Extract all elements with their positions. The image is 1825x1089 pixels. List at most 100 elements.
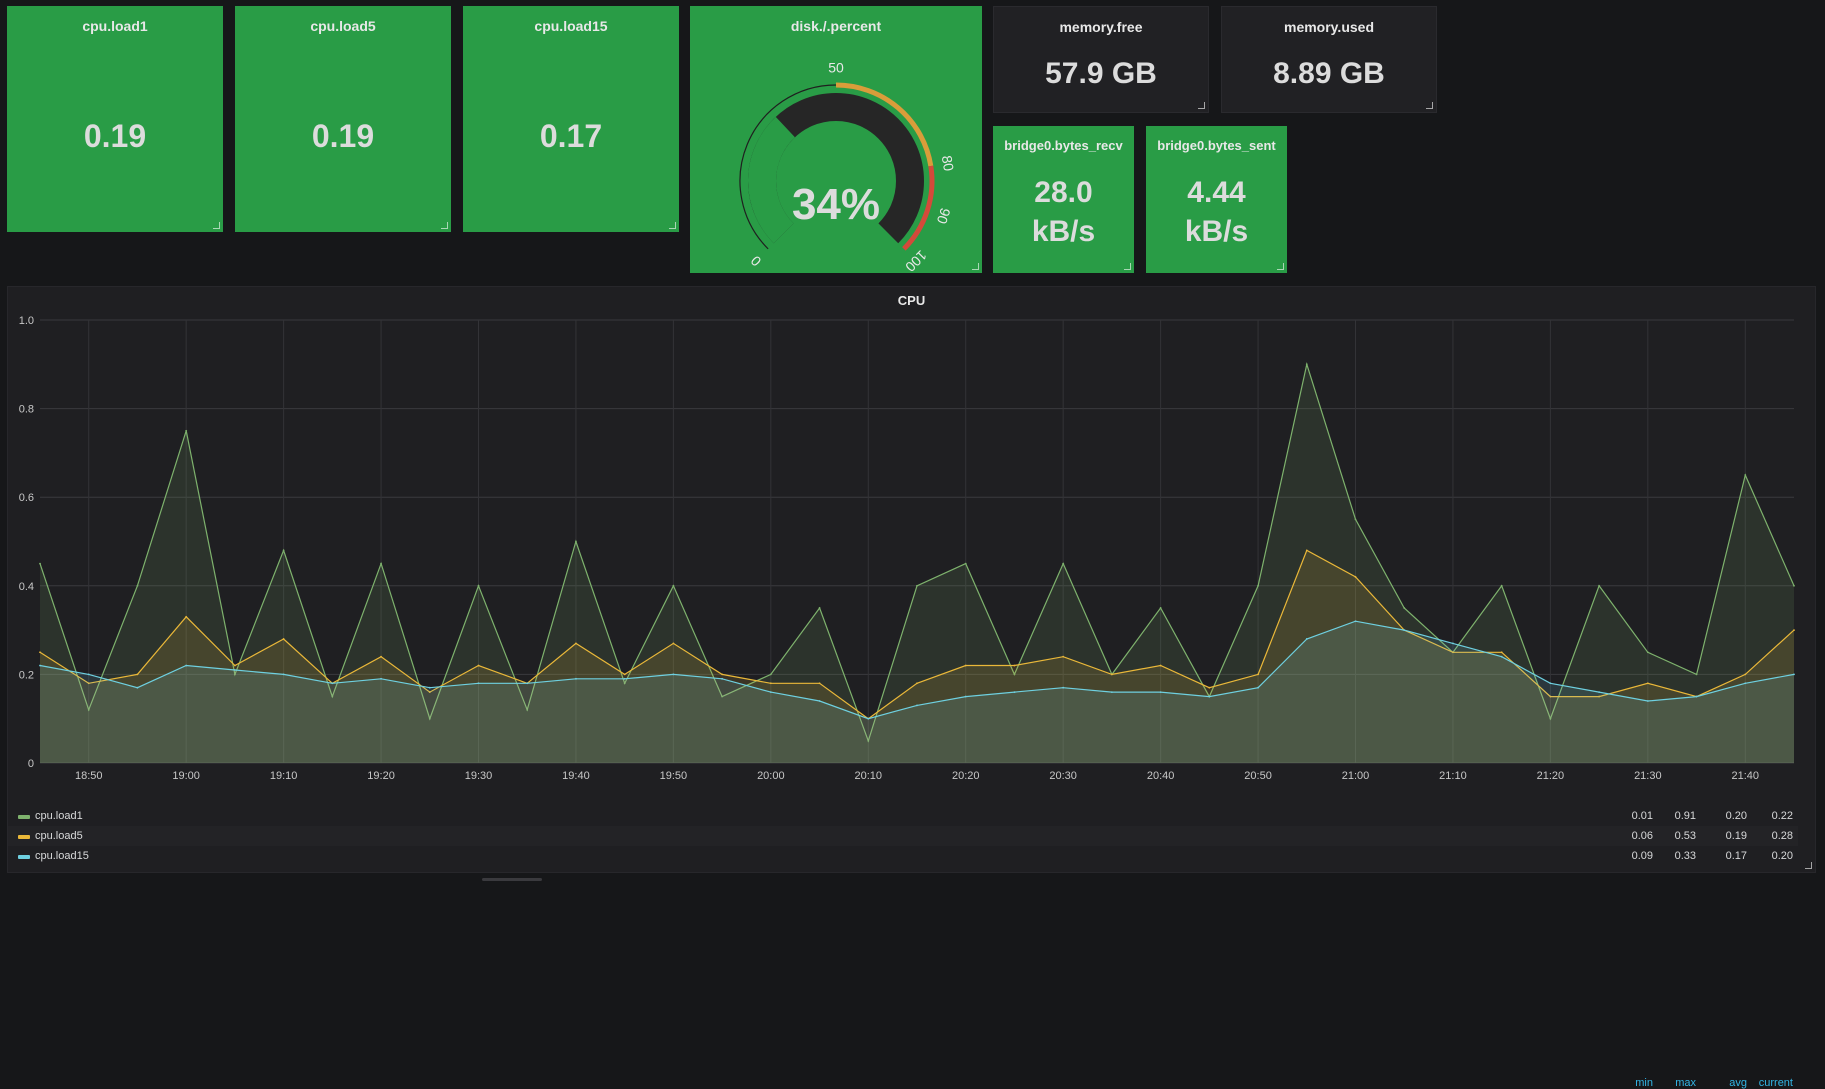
y-tick-label: 0.8 [19, 404, 34, 416]
y-tick-label: 0 [28, 758, 34, 770]
legend-item-cpu-load15[interactable]: cpu.load15 0.09 0.33 0.17 0.20 [8, 846, 1798, 866]
x-tick-label: 19:40 [562, 770, 590, 782]
stat-panel-memory-free[interactable]: memory.free 57.9 GB [993, 6, 1209, 113]
data-point-cpu-load15 [964, 695, 967, 698]
legend-header-max[interactable]: max [1675, 1077, 1696, 1089]
stat-panel-memory-used[interactable]: memory.used 8.89 GB [1221, 6, 1437, 113]
panel-title: cpu.load15 [534, 18, 608, 34]
legend-series-name[interactable]: cpu.load5 [35, 830, 83, 842]
data-point-cpu-load5 [623, 673, 626, 676]
data-point-cpu-load1 [233, 673, 236, 676]
cpu-chart[interactable]: 0 0.2 0.4 0.6 0.8 1.0 18:50 19:00 19:10 19:20 19:3… [8, 287, 1817, 787]
data-point-cpu-load15 [380, 677, 382, 680]
graph-panel-cpu[interactable]: CPU 0 0.2 0.4 0.6 0.8 1.0 18:50 19:00 19:10 19:20… [7, 286, 1817, 1089]
data-point-cpu-load5 [721, 673, 724, 676]
legend-avg: 0.17 [1725, 850, 1747, 862]
stat-panel-bridge-recv[interactable]: bridge0.bytes_recv 28.0 kB/s [993, 126, 1134, 273]
legend-item-cpu-load5[interactable]: cpu.load5 0.06 0.53 0.19 0.28 [8, 826, 1798, 846]
stat-value-unit: kB/s [1184, 215, 1249, 248]
data-point-cpu-load15 [282, 673, 285, 676]
legend-header-min[interactable]: min [1635, 1077, 1653, 1089]
data-point-cpu-load1 [1646, 651, 1649, 654]
resize-handle[interactable] [213, 222, 220, 229]
x-tick-label: 19:30 [465, 770, 493, 782]
y-tick-label: 0.2 [19, 669, 34, 681]
series-area-cpu-load1 [40, 364, 1794, 763]
x-tick-label: 20:40 [1147, 770, 1175, 782]
data-point-cpu-load1 [282, 549, 285, 552]
resize-handle[interactable] [1198, 102, 1205, 109]
stat-panel-cpu-load15[interactable]: cpu.load15 0.17 [463, 6, 679, 232]
data-point-cpu-load15 [185, 664, 188, 667]
stat-panel-bridge-sent[interactable]: bridge0.bytes_sent 4.44 kB/s [1146, 126, 1287, 273]
gauge-tick-label: 100 [902, 247, 930, 273]
data-point-cpu-load5 [1549, 695, 1552, 698]
data-point-cpu-load1 [1500, 584, 1503, 587]
y-tick-label: 0.4 [19, 581, 34, 593]
data-point-cpu-load5 [477, 664, 480, 667]
data-point-cpu-load15 [769, 691, 772, 694]
data-point-cpu-load15 [1159, 691, 1162, 694]
data-point-cpu-load1 [1403, 607, 1406, 609]
data-point-cpu-load5 [1257, 673, 1259, 676]
stat-value: 8.89 GB [1273, 57, 1385, 90]
data-point-cpu-load15 [575, 677, 577, 680]
data-point-cpu-load1 [1013, 673, 1016, 676]
data-point-cpu-load1 [477, 584, 480, 587]
resize-handle[interactable] [1805, 862, 1812, 869]
x-tick-label: 19:10 [270, 770, 298, 782]
resize-handle[interactable] [972, 263, 979, 270]
data-point-cpu-load1 [769, 673, 772, 676]
stat-panel-cpu-load5[interactable]: cpu.load5 0.19 [235, 6, 451, 232]
data-point-cpu-load15 [672, 673, 675, 676]
data-point-cpu-load15 [1354, 620, 1357, 623]
stat-value: 0.19 [83, 118, 147, 154]
data-point-cpu-load5 [1013, 664, 1016, 667]
resize-handle[interactable] [669, 222, 676, 229]
data-point-cpu-load5 [964, 664, 967, 667]
data-point-cpu-load5 [1744, 673, 1747, 676]
data-point-cpu-load15 [1013, 691, 1016, 694]
data-point-cpu-load5 [233, 664, 236, 667]
data-point-cpu-load1 [380, 562, 382, 565]
data-point-cpu-load5 [1354, 576, 1357, 578]
legend-series-name[interactable]: cpu.load15 [35, 850, 89, 862]
legend-swatch [18, 835, 30, 839]
data-point-cpu-load15 [1305, 638, 1308, 640]
legend-max: 0.33 [1674, 850, 1696, 862]
x-tick-label: 21:30 [1634, 770, 1662, 782]
data-point-cpu-load15 [233, 669, 236, 671]
gauge-tick-label: 80 [939, 154, 957, 172]
data-point-cpu-load5 [769, 682, 772, 685]
data-point-cpu-load5 [1793, 629, 1795, 631]
stat-value-number: 28.0 [1034, 176, 1093, 209]
legend-swatch [18, 815, 30, 819]
legend-item-cpu-load1[interactable]: cpu.load1 0.01 0.91 0.20 0.22 [8, 806, 1798, 826]
legend-series-name[interactable]: cpu.load1 [35, 810, 83, 822]
resize-handle[interactable] [1426, 102, 1433, 109]
data-point-cpu-load15 [916, 704, 918, 707]
page-scrollbar[interactable] [482, 878, 542, 881]
gauge-value: 34% [791, 180, 881, 229]
resize-handle[interactable] [1124, 263, 1131, 270]
data-point-cpu-load1 [1062, 562, 1065, 565]
panel-title: cpu.load5 [310, 18, 376, 34]
legend-current: 0.20 [1771, 850, 1793, 862]
data-point-cpu-load5 [1208, 686, 1211, 689]
stat-panel-cpu-load1[interactable]: cpu.load1 0.19 [7, 6, 223, 232]
x-tick-label: 21:10 [1439, 770, 1467, 782]
legend-header-current[interactable]: current [1758, 1077, 1793, 1089]
gauge-panel-disk-percent[interactable]: disk./.percent 0 50 80 90 100 34% [690, 6, 982, 273]
panel-title: bridge0.bytes_recv [1004, 138, 1123, 153]
resize-handle[interactable] [1277, 263, 1284, 270]
legend-header-avg[interactable]: avg [1729, 1077, 1747, 1089]
data-point-cpu-load5 [282, 638, 285, 640]
panel-title: memory.used [1284, 19, 1374, 35]
gauge-threshold-crit [902, 165, 935, 251]
data-point-cpu-load15 [623, 677, 626, 680]
resize-handle[interactable] [441, 222, 448, 229]
data-point-cpu-load15 [1695, 695, 1698, 698]
data-point-cpu-load1 [818, 607, 821, 609]
x-tick-label: 19:00 [172, 770, 200, 782]
data-point-cpu-load15 [1403, 629, 1406, 631]
